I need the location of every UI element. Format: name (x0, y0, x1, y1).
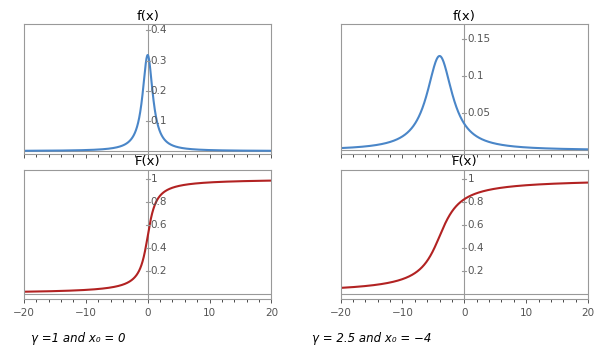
Text: 0.6: 0.6 (467, 220, 484, 230)
Text: 0.6: 0.6 (151, 220, 167, 230)
Text: 1: 1 (467, 174, 474, 184)
Text: 0.1: 0.1 (151, 116, 167, 126)
Text: 0.05: 0.05 (467, 108, 490, 118)
Text: 0.8: 0.8 (467, 197, 484, 207)
Text: 0.8: 0.8 (151, 197, 167, 207)
Text: 0.2: 0.2 (151, 266, 167, 276)
Text: γ =1 and x₀ = 0: γ =1 and x₀ = 0 (31, 332, 125, 345)
Title: F(x): F(x) (452, 156, 477, 168)
Text: 0.2: 0.2 (467, 266, 484, 276)
Text: 0.3: 0.3 (151, 56, 167, 65)
Title: F(x): F(x) (135, 156, 160, 168)
Text: 1: 1 (151, 174, 157, 184)
Text: 0.4: 0.4 (151, 25, 167, 35)
Title: f(x): f(x) (453, 10, 476, 23)
Text: 0.2: 0.2 (151, 86, 167, 96)
Text: 0.1: 0.1 (467, 71, 484, 81)
Text: 0.4: 0.4 (151, 243, 167, 253)
Text: 0.4: 0.4 (467, 243, 484, 253)
Title: f(x): f(x) (136, 10, 159, 23)
Text: γ = 2.5 and x₀ = −4: γ = 2.5 and x₀ = −4 (313, 332, 431, 345)
Text: 0.15: 0.15 (467, 34, 491, 44)
